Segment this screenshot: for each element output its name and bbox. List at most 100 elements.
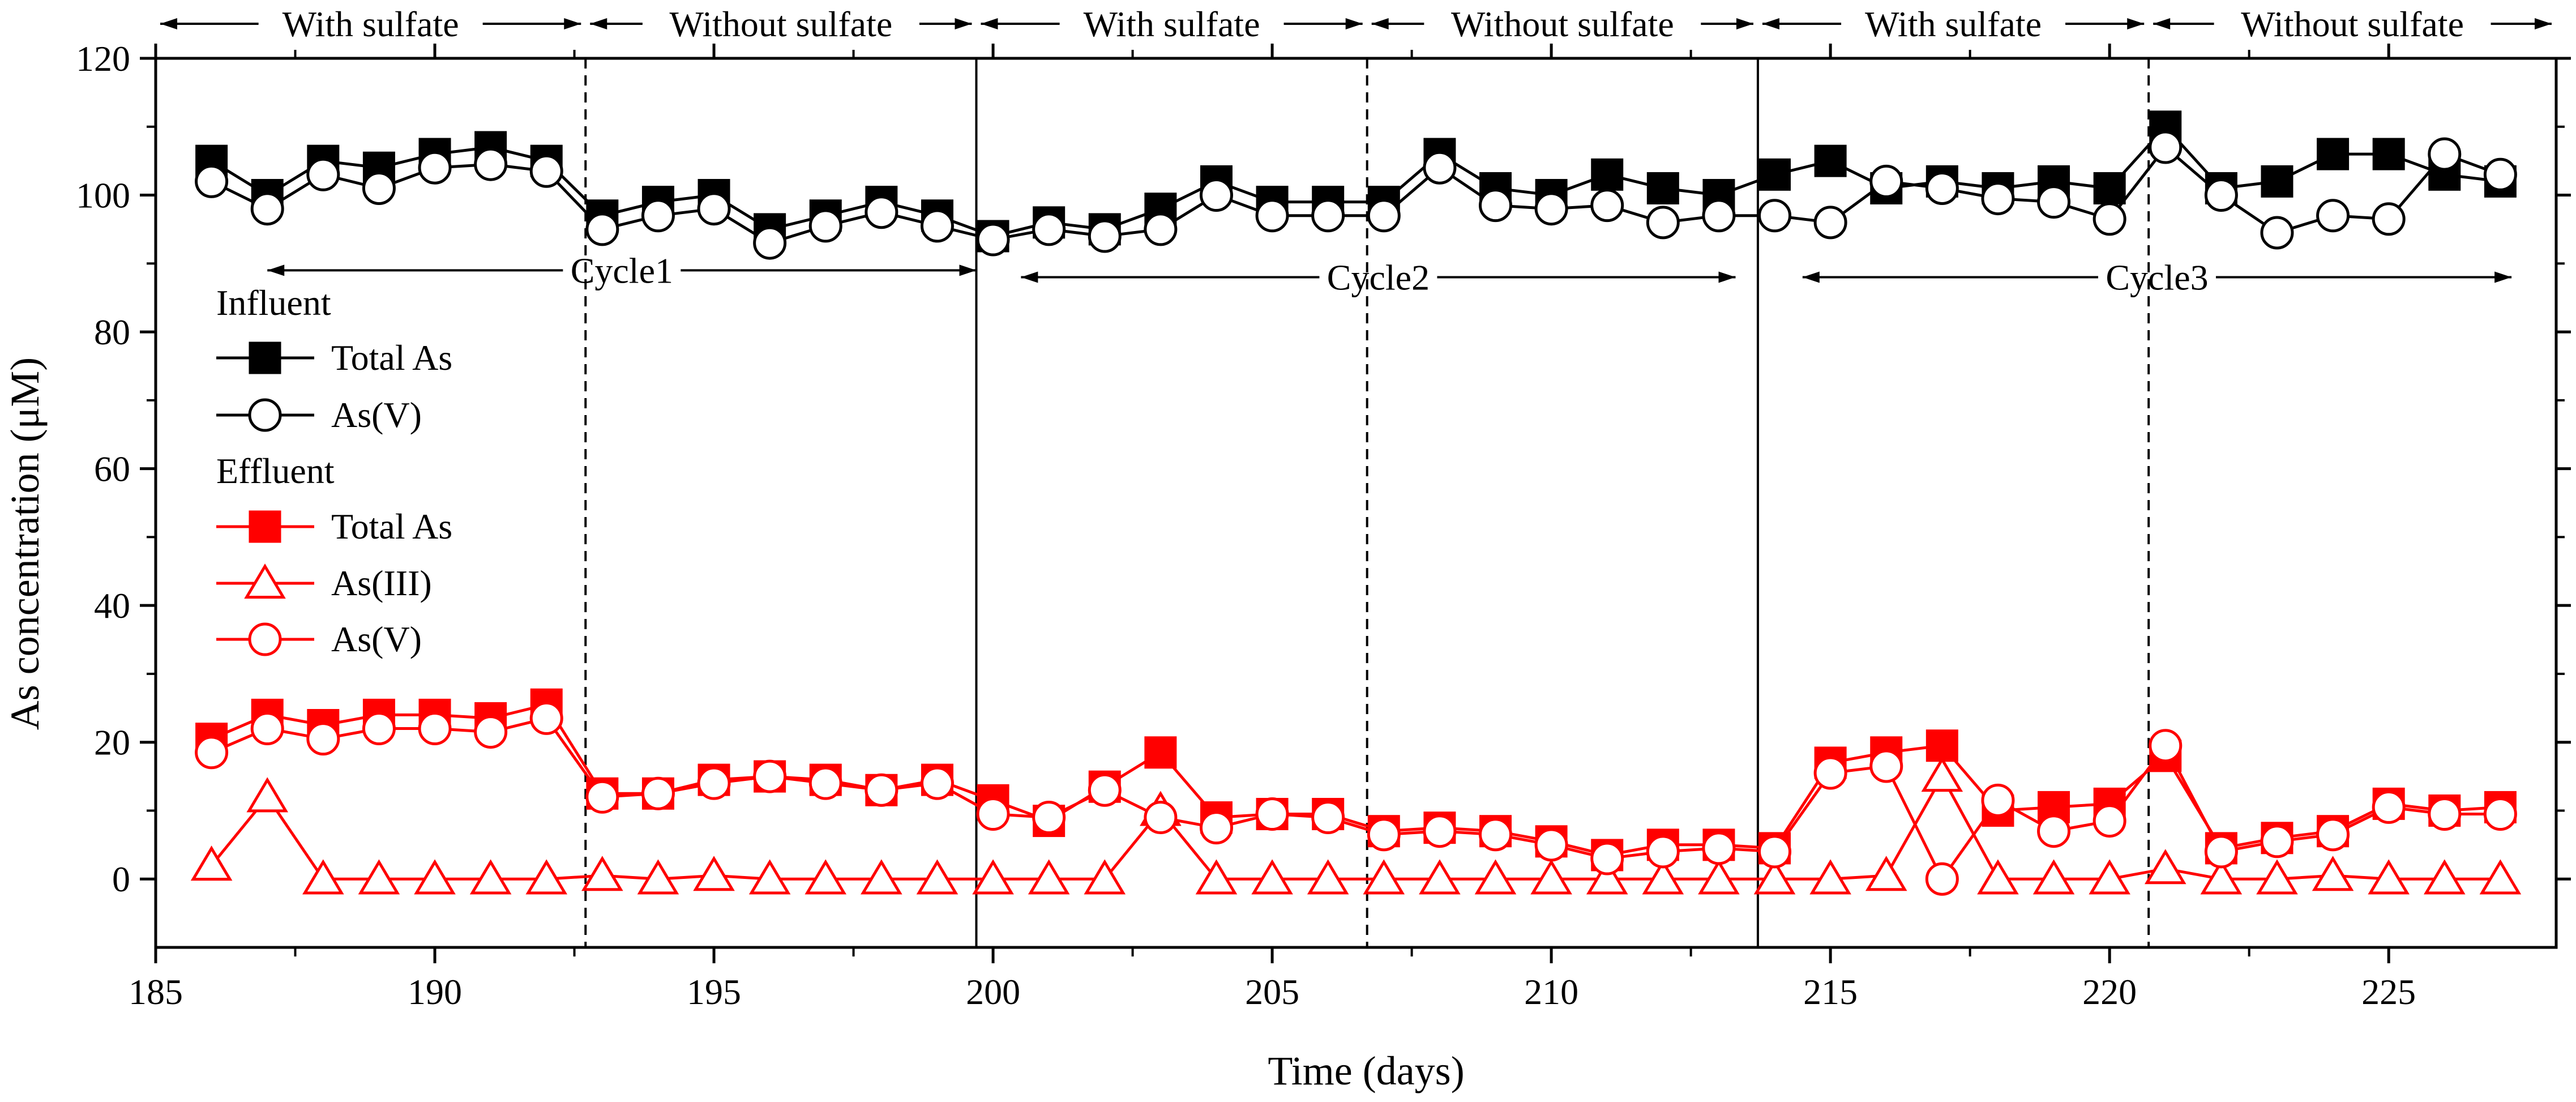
- point-influent-as-v-214: [1758, 199, 1792, 233]
- phase-label-2: With sulfate: [1084, 4, 1260, 44]
- point-effluent-as-v-217: [1925, 862, 1959, 896]
- point-effluent-as-iii-225: [2368, 859, 2410, 895]
- point-effluent-as-v-199: [920, 766, 954, 800]
- phase-label-0: With sulfate: [283, 4, 459, 44]
- point-effluent-as-v-200: [976, 797, 1010, 831]
- legend-sample-influent-as-v: [216, 398, 314, 432]
- legend-marker-influent-total-as: [249, 341, 281, 374]
- plot-frame: [154, 57, 2558, 949]
- point-effluent-as-v-191: [474, 715, 508, 749]
- point-effluent-as-iii-194: [637, 859, 679, 895]
- point-influent-as-v-195: [697, 192, 731, 226]
- cycle-arrow-right-0: [959, 264, 977, 276]
- point-effluent-as-v-223: [2260, 825, 2294, 858]
- y-tick-label-6: 120: [76, 39, 130, 79]
- point-effluent-as-v-227: [2483, 797, 2517, 831]
- point-influent-total-as-215: [1814, 144, 1847, 177]
- point-effluent-as-iii-213: [1698, 859, 1740, 895]
- point-influent-as-v-196: [753, 226, 787, 260]
- point-effluent-as-iii-221: [2144, 849, 2186, 885]
- point-effluent-as-iii-208: [1419, 859, 1461, 895]
- legend-marker-effluent-as-v: [248, 622, 282, 656]
- point-effluent-as-iii-189: [358, 859, 400, 895]
- point-effluent-as-iii-215: [1809, 859, 1851, 895]
- phase-arrow-left-3: [1371, 18, 1389, 29]
- point-effluent-as-iii-187: [246, 777, 288, 813]
- x-tick-label-5: 210: [1524, 972, 1578, 1012]
- point-effluent-as-iii-200: [972, 859, 1014, 895]
- y-tick-label-0: 0: [112, 859, 130, 899]
- point-effluent-as-iii-214: [1753, 859, 1796, 895]
- phase-arrow-right-3: [1736, 18, 1753, 29]
- point-influent-total-as-225: [2372, 138, 2405, 170]
- cycle-arrow-right-1: [1718, 271, 1736, 283]
- point-influent-as-v-209: [1479, 189, 1513, 223]
- legend-title-effluent: Effluent: [216, 451, 335, 491]
- point-effluent-as-iii-193: [581, 856, 623, 891]
- point-effluent-as-iii-217: [1921, 757, 1963, 792]
- point-effluent-total-as-203: [1144, 736, 1177, 769]
- point-influent-as-v-192: [529, 154, 563, 188]
- point-effluent-as-v-203: [1144, 801, 1178, 835]
- point-influent-total-as-224: [2317, 138, 2350, 170]
- point-effluent-as-v-190: [418, 712, 452, 746]
- phase-arrow-right-0: [564, 18, 581, 29]
- point-effluent-as-iii-212: [1642, 859, 1684, 895]
- legend-sample-effluent-as-iii: [216, 563, 314, 599]
- phase-arrow-left-1: [590, 18, 607, 29]
- point-effluent-as-v-209: [1479, 818, 1513, 852]
- y-tick-label-4: 80: [94, 312, 130, 352]
- point-effluent-as-v-215: [1813, 756, 1847, 790]
- phase-label-4: With sulfate: [1865, 4, 2042, 44]
- legend-label-effluent-as-iii: As(III): [331, 563, 432, 603]
- legend-title-influent: Influent: [216, 283, 331, 323]
- y-tick-label-3: 60: [94, 449, 130, 489]
- point-effluent-as-iii-216: [1865, 856, 1907, 891]
- point-effluent-as-iii-223: [2256, 859, 2298, 895]
- point-effluent-as-v-220: [2093, 804, 2126, 838]
- point-influent-as-v-208: [1423, 151, 1457, 185]
- cycle-arrow-left-1: [1021, 271, 1038, 283]
- point-influent-as-v-206: [1311, 199, 1345, 233]
- point-effluent-as-iii-202: [1084, 859, 1126, 895]
- point-influent-as-v-225: [2372, 202, 2406, 236]
- point-effluent-as-v-221: [2149, 729, 2183, 763]
- point-effluent-as-iii-227: [2479, 859, 2522, 895]
- point-influent-as-v-224: [2316, 199, 2350, 233]
- phase-annotations: With sulfate Without sulfate With sulfate W…: [160, 4, 2552, 44]
- point-influent-as-v-221: [2149, 130, 2183, 164]
- point-influent-as-v-191: [474, 147, 508, 181]
- point-effluent-as-v-213: [1702, 831, 1736, 865]
- point-effluent-as-iii-226: [2423, 859, 2466, 895]
- point-influent-as-v-199: [920, 209, 954, 243]
- point-effluent-as-v-214: [1758, 835, 1792, 869]
- legend-label-influent-as-v: As(V): [331, 395, 422, 435]
- series-layer: [190, 110, 2522, 896]
- series-effluent-as-v: [195, 701, 2517, 896]
- point-effluent-as-iii-219: [2032, 859, 2075, 895]
- phase-label-1: Without sulfate: [669, 4, 892, 44]
- phase-arrow-left-2: [981, 18, 998, 29]
- axes: 185 190 195 200 205 210 215 220 225 0 20 40 60 80 100 1…: [76, 39, 2571, 1012]
- point-influent-as-v-205: [1255, 199, 1289, 233]
- point-effluent-as-iii-198: [861, 859, 902, 895]
- cycle-label-2: Cycle3: [2106, 257, 2208, 297]
- point-effluent-as-v-218: [1981, 783, 2015, 817]
- point-effluent-as-iii-201: [1028, 859, 1070, 895]
- point-influent-as-v-215: [1813, 206, 1847, 240]
- point-effluent-as-v-204: [1199, 811, 1233, 845]
- point-influent-as-v-220: [2093, 202, 2126, 236]
- point-effluent-as-v-210: [1534, 828, 1568, 862]
- point-influent-as-v-212: [1646, 206, 1680, 240]
- x-tick-label-7: 220: [2082, 972, 2137, 1012]
- cycle-label-1: Cycle2: [1327, 257, 1430, 297]
- point-influent-as-v-197: [808, 209, 842, 243]
- point-effluent-as-iii-192: [525, 859, 568, 895]
- y-tick-label-2: 40: [94, 586, 130, 626]
- point-influent-as-v-186: [195, 164, 229, 198]
- point-influent-as-v-187: [250, 192, 284, 226]
- point-influent-as-v-216: [1869, 164, 1903, 198]
- point-effluent-as-iii-218: [1977, 859, 2019, 895]
- x-tick-label-4: 205: [1245, 972, 1299, 1012]
